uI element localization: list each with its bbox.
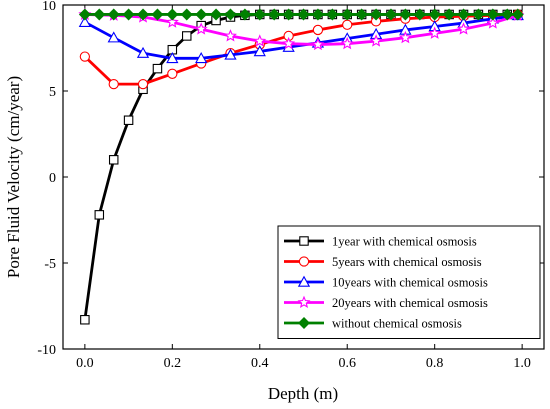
x-axis-title: Depth (m): [268, 384, 338, 403]
series-layer: [78, 7, 525, 325]
data-point: [80, 315, 90, 325]
data-point: [428, 8, 441, 21]
legend-item: 1year with chemical osmosis: [284, 235, 477, 249]
data-point: [413, 8, 426, 21]
data-point: [238, 8, 251, 21]
data-point: [282, 8, 295, 21]
data-point: [152, 63, 163, 74]
data-point: [457, 8, 470, 21]
data-point: [253, 34, 267, 47]
data-point: [108, 155, 119, 165]
data-point: [151, 8, 164, 21]
legend-item: 10years with chemical osmosis: [284, 276, 488, 290]
legend-item: without chemical osmosis: [284, 317, 462, 331]
data-point: [224, 8, 237, 21]
data-point: [94, 210, 105, 220]
series-5: [78, 8, 524, 21]
data-point: [370, 8, 383, 21]
x-tick-label: 0.0: [76, 356, 94, 371]
legend-marker: [298, 256, 310, 267]
x-tick-label: 0.6: [338, 356, 356, 371]
x-tick-label: 0.8: [426, 356, 444, 371]
data-point: [253, 45, 266, 57]
data-point: [326, 8, 339, 21]
data-point: [398, 30, 412, 44]
data-point: [210, 8, 223, 21]
y-tick-label: 0: [49, 171, 56, 186]
data-point: [311, 37, 325, 51]
data-point: [268, 8, 281, 21]
data-point: [297, 8, 310, 21]
data-point: [341, 8, 354, 21]
legend-item: 20years with chemical osmosis: [284, 295, 488, 310]
legend: 1year with chemical osmosis 5years with c…: [277, 225, 541, 339]
data-point: [93, 8, 106, 21]
data-point: [312, 24, 324, 36]
data-point: [107, 31, 120, 43]
legend-marker: [297, 275, 311, 287]
legend-label: 5years with chemical osmosis: [332, 255, 482, 269]
data-point: [180, 8, 193, 21]
legend-label: 1year with chemical osmosis: [332, 235, 477, 249]
axis-ticks: 0.0 0.2 0.4 0.6 0.8 1.0 -10 -5 0 5 10: [37, 0, 544, 371]
data-point: [399, 8, 412, 21]
series-line: [84, 13, 518, 60]
data-point: [223, 29, 237, 42]
data-point: [501, 8, 514, 21]
data-point: [486, 8, 499, 21]
data-point: [369, 34, 383, 47]
data-point: [123, 115, 134, 125]
data-point: [167, 68, 178, 79]
y-tick-label: -10: [37, 343, 56, 358]
data-point: [137, 8, 149, 21]
data-point: [195, 8, 208, 21]
data-point: [282, 36, 296, 50]
data-point: [311, 8, 324, 21]
y-tick-label: -5: [44, 257, 56, 272]
legend-label: 20years with chemical osmosis: [332, 296, 488, 310]
data-point: [511, 8, 524, 21]
data-point: [472, 8, 485, 21]
legend-label: without chemical osmosis: [332, 317, 462, 331]
data-point: [355, 8, 368, 21]
y-tick-label: 10: [42, 0, 56, 14]
data-point: [79, 51, 91, 62]
data-point: [486, 16, 500, 29]
data-point: [78, 8, 91, 21]
x-tick-label: 1.0: [513, 356, 531, 371]
data-point: [181, 31, 192, 41]
data-point: [122, 8, 135, 21]
data-point: [340, 36, 354, 50]
data-point: [166, 8, 179, 21]
data-point: [342, 19, 353, 30]
data-point: [107, 8, 120, 21]
data-point: [195, 51, 208, 64]
legend-marker: [297, 295, 311, 309]
data-point: [443, 8, 456, 21]
data-point: [428, 26, 442, 39]
y-tick-label: 5: [49, 85, 56, 100]
data-point: [224, 48, 237, 60]
legend-marker: [298, 317, 310, 329]
data-point: [166, 51, 179, 64]
y-axis-title: Pore Fluid Velocity (cm/year): [4, 76, 23, 278]
data-point: [457, 22, 471, 35]
data-point: [165, 15, 179, 28]
legend-marker: [299, 236, 309, 246]
data-point: [78, 15, 91, 27]
data-point: [253, 8, 266, 21]
data-point: [137, 78, 149, 90]
x-tick-label: 0.2: [164, 356, 182, 371]
legend-label: 10years with chemical osmosis: [332, 276, 488, 290]
x-tick-label: 0.4: [251, 356, 269, 371]
data-point: [136, 46, 150, 58]
data-point: [384, 8, 397, 21]
data-point: [108, 78, 119, 90]
legend-item: 5years with chemical osmosis: [284, 255, 482, 269]
data-point: [194, 22, 208, 35]
